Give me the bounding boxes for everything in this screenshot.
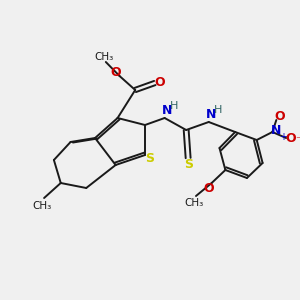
Text: O: O	[274, 110, 285, 122]
Text: H: H	[214, 105, 223, 115]
Text: O: O	[154, 76, 165, 88]
Text: O: O	[110, 67, 121, 80]
Text: CH₃: CH₃	[32, 201, 52, 211]
Text: +: +	[279, 132, 287, 142]
Text: S: S	[184, 158, 194, 172]
Text: O: O	[286, 131, 296, 145]
Text: O: O	[203, 182, 214, 194]
Text: CH₃: CH₃	[184, 198, 204, 208]
Text: ⁻: ⁻	[295, 135, 300, 145]
Text: CH₃: CH₃	[94, 52, 113, 62]
Text: S: S	[146, 152, 154, 164]
Text: H: H	[170, 101, 178, 111]
Text: N: N	[206, 109, 216, 122]
Text: N: N	[161, 104, 172, 118]
Text: N: N	[271, 124, 281, 137]
